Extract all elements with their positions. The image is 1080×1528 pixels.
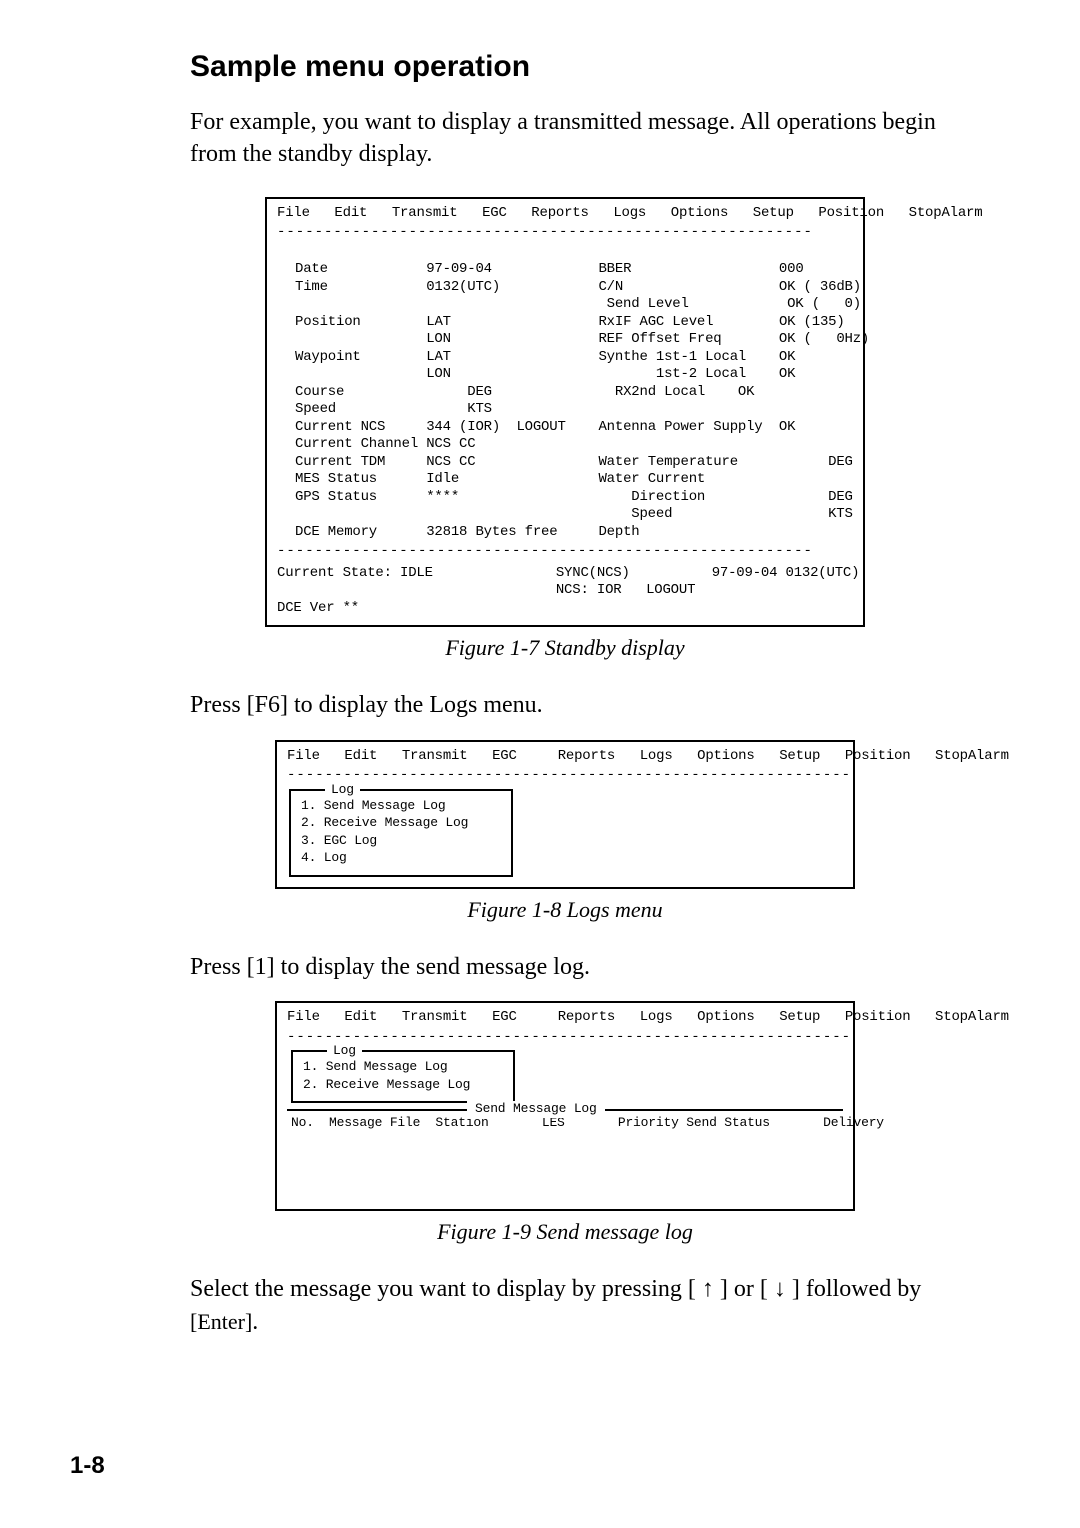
menu-setup: Setup: [779, 748, 820, 764]
menu-logs: Logs: [640, 1009, 673, 1025]
section-heading: Sample menu operation: [190, 50, 940, 84]
menu-stopalarm: StopAlarm: [935, 748, 1009, 764]
select-instruction: Select the message you want to display b…: [190, 1273, 940, 1338]
log-item-2: 2. Receive Message Log: [303, 1076, 503, 1094]
press-1: Press [1] to display the send message lo…: [190, 951, 940, 983]
menu-transmit: Transmit: [392, 205, 458, 221]
menu-logs: Logs: [613, 205, 646, 221]
press-f6: Press [F6] to display the Logs menu.: [190, 689, 940, 721]
send-log-screenshot: File Edit Transmit EGC Reports Logs Opti…: [275, 1001, 855, 1211]
menu-options: Options: [697, 1009, 754, 1025]
menu-edit: Edit: [344, 748, 377, 764]
menu-egc: EGC: [492, 748, 517, 764]
menu-egc: EGC: [482, 205, 507, 221]
menu-transmit: Transmit: [402, 748, 468, 764]
menu-transmit: Transmit: [402, 1009, 468, 1025]
dash: ----------------------------------------…: [277, 767, 853, 785]
menubar: File Edit Transmit EGC Reports Logs Opti…: [277, 742, 853, 768]
menu-position: Position: [845, 748, 911, 764]
menu-stopalarm: StopAlarm: [935, 1009, 1009, 1025]
log-item-4: 4. Log: [301, 849, 501, 867]
menu-options: Options: [671, 205, 728, 221]
send-log-header: No. Message File Station LES Priority Se…: [287, 1115, 843, 1131]
log-item-1: 1. Send Message Log: [301, 797, 501, 815]
logs-menu-screenshot: File Edit Transmit EGC Reports Logs Opti…: [275, 740, 855, 889]
log-popup-label: Log: [325, 781, 360, 799]
menu-position: Position: [818, 205, 884, 221]
dash-top: ----------------------------------------…: [267, 224, 863, 242]
log-item-2: 2. Receive Message Log: [301, 814, 501, 832]
menu-position: Position: [845, 1009, 911, 1025]
figure-1-9: File Edit Transmit EGC Reports Logs Opti…: [190, 1001, 940, 1211]
menu-reports: Reports: [558, 1009, 615, 1025]
caption-1-7: Figure 1-7 Standby display: [190, 635, 940, 661]
arrow-up-icon: ↑: [702, 1275, 714, 1302]
standby-screenshot: File Edit Transmit EGC Reports Logs Opti…: [265, 197, 865, 628]
standby-body: Date 97-09-04 BBER 000 Time 0132(UTC) C/…: [267, 242, 863, 544]
menu-reports: Reports: [531, 205, 588, 221]
figure-1-7: File Edit Transmit EGC Reports Logs Opti…: [190, 197, 940, 628]
figure-1-8: File Edit Transmit EGC Reports Logs Opti…: [190, 740, 940, 889]
log-item-3: 3. EGC Log: [301, 832, 501, 850]
caption-1-8: Figure 1-8 Logs menu: [190, 897, 940, 923]
log-popup: Log 1. Send Message Log 2. Receive Messa…: [289, 789, 513, 877]
log-item-1: 1. Send Message Log: [303, 1058, 503, 1076]
menu-setup: Setup: [753, 205, 794, 221]
send-log-panel-label: Send Message Log: [467, 1101, 605, 1117]
arrow-down-icon: ↓: [774, 1275, 786, 1302]
menu-reports: Reports: [558, 748, 615, 764]
log-popup: Log 1. Send Message Log 2. Receive Messa…: [291, 1050, 515, 1103]
send-log-panel: Send Message Log No. Message File Statio…: [287, 1109, 843, 1131]
menu-file: File: [287, 1009, 320, 1025]
caption-1-9: Figure 1-9 Send message log: [190, 1219, 940, 1245]
menu-edit: Edit: [344, 1009, 377, 1025]
menu-setup: Setup: [779, 1009, 820, 1025]
menu-stopalarm: StopAlarm: [909, 205, 983, 221]
menu-file: File: [277, 205, 310, 221]
menubar: File Edit Transmit EGC Reports Logs Opti…: [267, 199, 863, 225]
intro-paragraph: For example, you want to display a trans…: [190, 106, 940, 171]
dash: ----------------------------------------…: [277, 1029, 853, 1047]
dash-bottom: ----------------------------------------…: [267, 543, 863, 561]
menu-egc: EGC: [492, 1009, 517, 1025]
page-number: 1-8: [70, 1452, 105, 1480]
standby-footer: Current State: IDLE SYNC(NCS) 97-09-04 0…: [267, 561, 863, 626]
menu-options: Options: [697, 748, 754, 764]
menu-file: File: [287, 748, 320, 764]
menubar: File Edit Transmit EGC Reports Logs Opti…: [277, 1003, 853, 1029]
log-popup-label: Log: [327, 1042, 362, 1060]
menu-edit: Edit: [334, 205, 367, 221]
menu-logs: Logs: [640, 748, 673, 764]
